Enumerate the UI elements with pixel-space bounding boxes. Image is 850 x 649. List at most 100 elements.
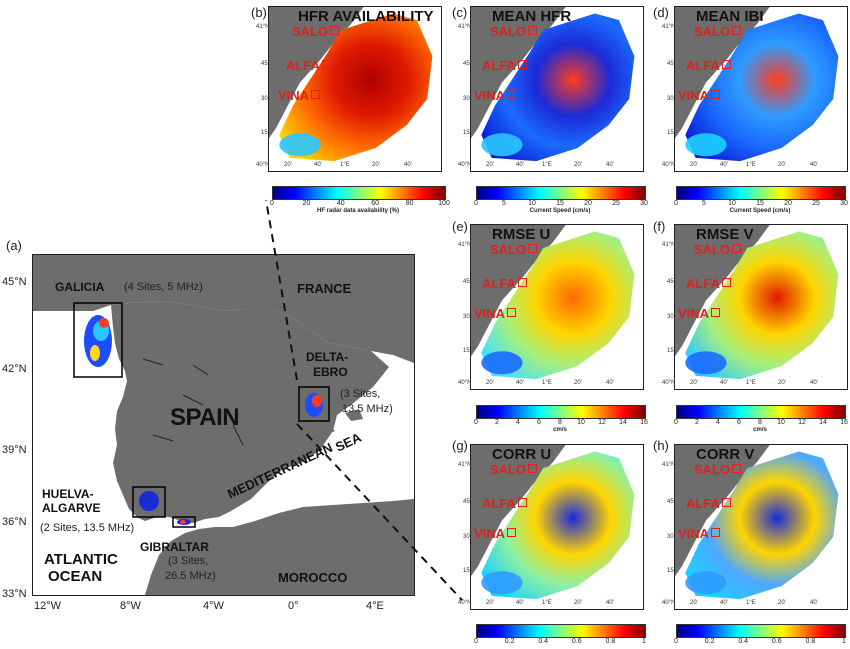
colorbar-tick: 6 [737,419,741,426]
site-label: SALO [694,242,731,257]
huelva-box [132,486,166,518]
colorbar-tick: 14 [619,419,627,426]
site-salo: SALO [490,462,538,477]
site-alfa: ALFA [482,496,527,511]
map-tick-label: 20' [486,600,494,606]
label-gibraltar-info-2: 26.5 MHz) [165,570,216,582]
site-label: ALFA [482,276,516,291]
map-panel-svg [471,445,635,600]
colorbar-tick: 10 [728,200,736,207]
panel-letter: (e) [452,219,468,234]
site-label: SALO [490,24,527,39]
coverage-edge [685,351,727,375]
site-vina: VINA [678,88,721,103]
site-marker-icon [517,60,527,69]
colorbar-tick: 2 [695,419,699,426]
colorbar-tick: 20 [302,200,311,207]
site-vina: VINA [678,306,721,321]
site-label: ALFA [686,276,720,291]
lat-tick-42: 42°N [2,363,27,375]
colorbar-tick: 0.6 [771,638,782,645]
label-delta-2: EBRO [313,365,348,379]
panel-title: CORR V [696,446,755,463]
colorbar-tick: 0.8 [605,638,616,645]
site-vina: VINA [678,526,721,541]
panel-letter: (g) [452,438,468,453]
site-label: VINA [474,526,506,541]
coverage-edge [685,571,727,595]
site-salo: SALO [490,242,538,257]
label-galicia: GALICIA [55,280,105,294]
panel-letter: (h) [653,438,669,453]
panel-letter: (c) [452,5,468,20]
panel-a-letter: (a) [6,238,22,253]
label-huelva-1: HUELVA- [42,487,94,501]
label-delta-info-1: (3 Sites, [340,388,381,400]
colorbar-tick: 30 [640,200,648,207]
colorbar-tick: 0 [674,419,678,426]
overview-map-svg [33,255,414,595]
label-huelva-info: (2 Sites, 13.5 MHz) [40,522,135,534]
map-tick-label: 20' [284,162,292,168]
panel-letter: (f) [653,219,666,234]
label-ocean: OCEAN [48,568,103,585]
colorbar-tick: 16 [640,419,648,426]
lon-tick-4e: 4°E [366,600,384,612]
map-tick-label: 40°N [458,162,472,168]
colorbar [676,186,846,200]
map-tick-label: 40°N [256,162,270,168]
map-tick-label: 41°N [662,462,676,468]
coverage-area [481,451,635,600]
map-tick-label: 15' [667,130,675,136]
map-tick-label: 40' [606,380,614,386]
map-tick-label: 41°N [458,462,472,468]
site-marker-icon [528,464,538,473]
site-marker-icon [507,308,517,317]
map-tick-label: 15' [463,348,471,354]
map-tick-label: 20' [690,380,698,386]
coverage-area [481,13,635,162]
map-tick-label: 41°N [458,242,472,248]
map-tick-label: 20' [690,162,698,168]
map-tick-label: 30' [261,96,269,102]
colorbar-tick: 10 [528,200,536,207]
panel-title: RMSE V [696,226,754,243]
map-tick-label: 30' [463,314,471,320]
lat-tick-33: 33°N [2,588,27,600]
map-tick-label: 30' [463,534,471,540]
site-marker-icon [711,90,721,99]
lon-tick-4w: 4°W [203,600,224,612]
site-vina: VINA [474,88,517,103]
colorbar-label: cm/s [753,427,767,433]
colorbar-tick: 0.6 [571,638,582,645]
colorbar-tick: 16 [840,419,848,426]
site-salo: SALO [292,24,340,39]
map-tick-label: 30' [667,314,675,320]
panel-title: RMSE U [492,226,551,243]
map-panel-svg [675,225,839,380]
map-panel [470,224,644,390]
site-vina: VINA [474,306,517,321]
colorbar-tick: 15 [556,200,564,207]
map-panel-svg [675,7,839,162]
map-tick-label: 15' [667,568,675,574]
land-coast [471,7,566,139]
map-tick-label: 40' [516,162,524,168]
site-marker-icon [711,308,721,317]
map-tick-label: 15' [463,568,471,574]
map-tick-label: 15' [667,348,675,354]
map-tick-label: 15' [463,130,471,136]
land-coast [675,225,770,357]
site-label: ALFA [686,496,720,511]
map-panel [470,6,644,172]
map-tick-label: 40°N [662,162,676,168]
site-marker-icon [517,278,527,287]
site-label: VINA [474,306,506,321]
colorbar [476,405,646,419]
map-tick-label: 40' [516,380,524,386]
map-tick-label: 40' [314,162,322,168]
colorbar-tick: 2 [495,419,499,426]
map-tick-label: 20' [690,600,698,606]
land-iberia [111,301,389,523]
panel-letter: (b) [251,5,267,20]
